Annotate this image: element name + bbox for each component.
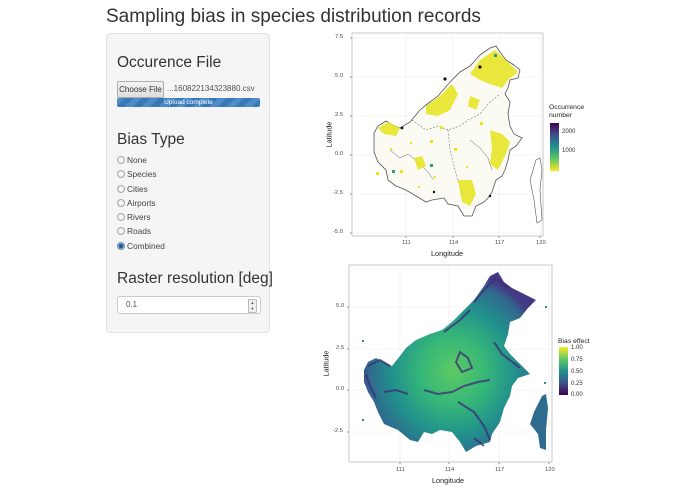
bias-colorbar	[559, 347, 568, 395]
bias-type-radio-group: None Species Cities Airports Rivers Road…	[117, 155, 165, 255]
x-tick-label: 117	[495, 467, 505, 473]
raster-resolution-input[interactable]: 0.1 ▲ ▼	[117, 296, 261, 314]
radio-label: Rivers	[127, 212, 151, 223]
radio-none[interactable]: None	[117, 155, 165, 169]
spin-up-icon[interactable]: ▲	[250, 300, 255, 305]
y-tick-label: 0.0	[336, 386, 345, 392]
upload-progress-bar: Upload complete	[117, 98, 260, 107]
file-input[interactable]: Choose File ...160822134323880.csv	[117, 81, 260, 98]
radio-unchecked-icon[interactable]	[117, 227, 125, 236]
x-tick-label: 111	[396, 467, 405, 473]
legend-title-line1: Occurrence	[549, 104, 585, 111]
y-axis-label: Latitude	[321, 350, 331, 377]
legend-tick-label: 0.25	[571, 381, 583, 387]
x-tick-label: 120	[536, 240, 546, 246]
legend-tick-label: 0.00	[571, 392, 583, 398]
radio-roads[interactable]: Roads	[117, 226, 165, 240]
legend-tick-label: 0.50	[571, 369, 583, 375]
occurrence-map-plot: 7.5 5.0 2.5 0.0 -2.5 -5.0 111 114 117 12…	[324, 30, 590, 262]
y-tick-label: -5.0	[333, 229, 343, 235]
y-tick-label: 7.5	[335, 34, 344, 40]
radio-unchecked-icon[interactable]	[117, 198, 125, 207]
page-title: Sampling bias in species distribution re…	[106, 6, 481, 27]
legend-tick-label: 1.00	[571, 345, 583, 351]
bias-map-plot: 5.0 2.5 0.0 -2.5 111 114 117 120 Longitu…	[321, 262, 604, 494]
legend-title-line2: number	[549, 111, 573, 119]
radio-unchecked-icon[interactable]	[117, 184, 125, 193]
radio-unchecked-icon[interactable]	[117, 156, 125, 164]
bias-map-canvas	[347, 264, 553, 464]
radio-label: Combined	[127, 240, 165, 251]
radio-unchecked-icon[interactable]	[117, 213, 125, 222]
x-tick-label: 117	[495, 240, 505, 246]
y-tick-label: 5.0	[336, 303, 345, 309]
radio-species[interactable]: Species	[117, 169, 165, 183]
y-tick-label: 2.5	[335, 112, 344, 118]
file-name-text: ...160822134323880.csv	[167, 84, 255, 93]
y-axis-label: Latitude	[324, 121, 334, 148]
y-tick-label: -2.5	[333, 428, 343, 434]
radio-unchecked-icon[interactable]	[117, 170, 125, 179]
radio-label: Roads	[127, 226, 151, 237]
radio-label: Airports	[127, 197, 156, 208]
spin-down-icon[interactable]: ▼	[250, 306, 255, 311]
x-tick-label: 111	[402, 240, 411, 246]
y-tick-label: 5.0	[335, 73, 344, 79]
x-axis-label: Longitude	[432, 476, 465, 485]
radio-cities[interactable]: Cities	[117, 184, 165, 198]
raster-resolution-heading: Raster resolution [deg]	[117, 270, 273, 287]
legend-tick-label: 1000	[562, 148, 576, 154]
occurrence-colorbar	[550, 123, 559, 171]
radio-label: None	[127, 155, 147, 165]
radio-rivers[interactable]: Rivers	[117, 212, 165, 226]
sidebar-panel: Occurence File Choose File ...1608221343…	[106, 33, 273, 333]
occurrence-file-heading: Occurence File	[117, 54, 222, 71]
x-tick-label: 120	[545, 467, 555, 473]
y-tick-label: -2.5	[333, 190, 343, 196]
radio-combined[interactable]: Combined	[117, 241, 165, 255]
bias-type-heading: Bias Type	[117, 131, 185, 148]
x-tick-label: 114	[445, 467, 455, 473]
x-tick-label: 114	[449, 240, 459, 246]
choose-file-button[interactable]: Choose File	[117, 81, 164, 98]
legend-tick-label: 2000	[562, 129, 576, 135]
radio-label: Cities	[127, 183, 148, 194]
number-spinner[interactable]: ▲ ▼	[248, 299, 257, 313]
y-tick-label: 0.0	[335, 151, 344, 157]
radio-airports[interactable]: Airports	[117, 198, 165, 212]
radio-label: Species	[127, 169, 157, 180]
legend-title: Bias effect	[558, 338, 590, 345]
raster-resolution-value: 0.1	[126, 300, 138, 309]
legend-title: Occurrence number	[549, 104, 584, 119]
radio-checked-icon[interactable]	[117, 241, 125, 250]
x-axis-label: Longitude	[431, 249, 464, 258]
occurrence-map-canvas	[350, 32, 544, 238]
legend-tick-label: 0.75	[571, 357, 583, 363]
y-tick-label: 2.5	[336, 345, 345, 351]
